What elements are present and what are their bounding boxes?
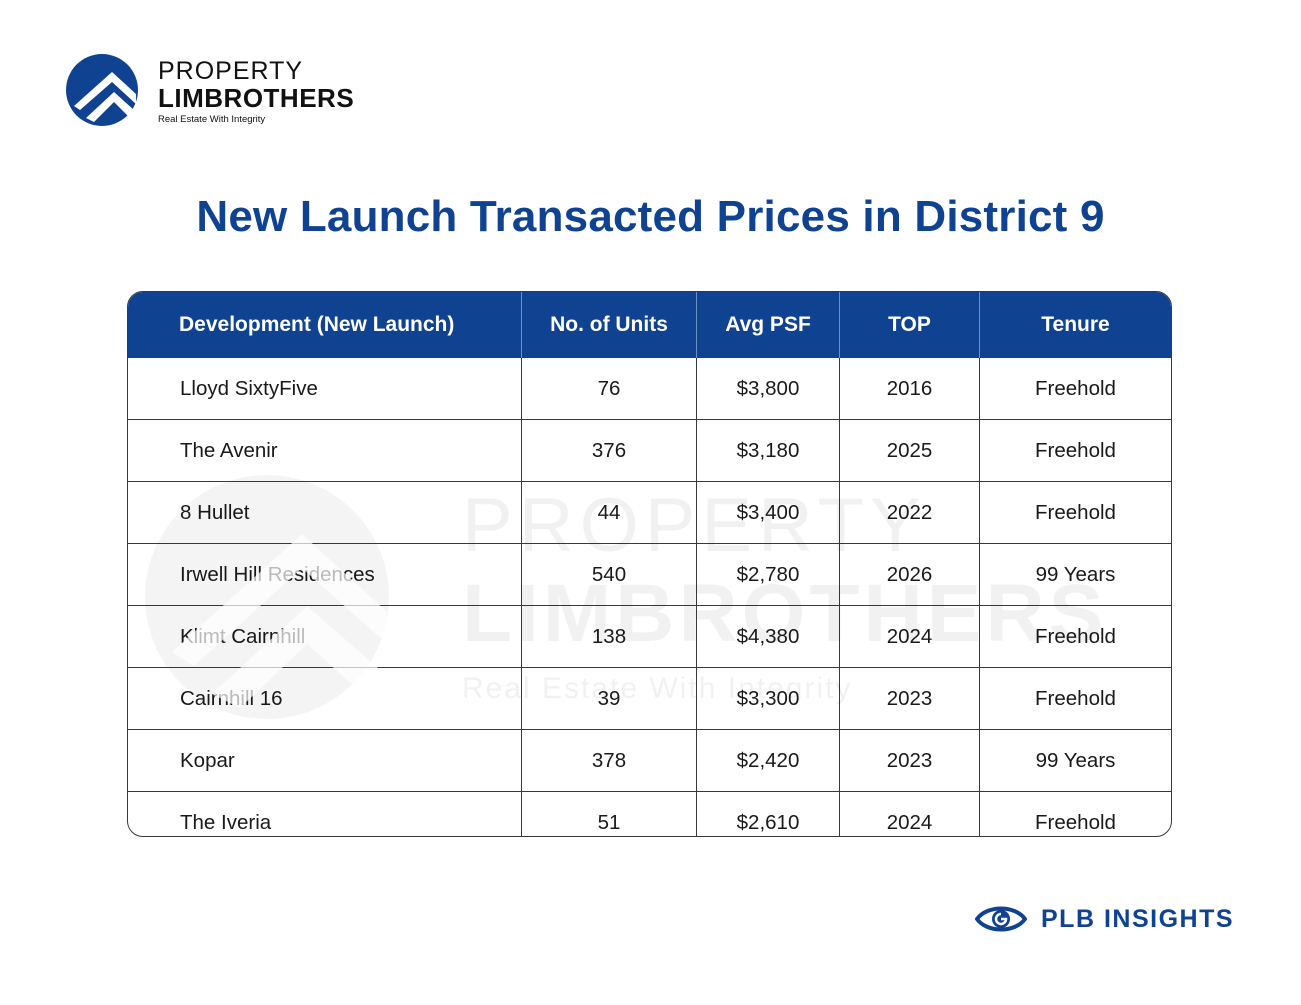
table-row: 8 Hullet 44 $3,400 2022 Freehold xyxy=(128,481,1171,544)
cell-top: 2023 xyxy=(839,667,980,730)
cell-development: Cairnhill 16 xyxy=(128,667,522,730)
cell-tenure: Freehold xyxy=(979,358,1171,420)
cell-development: Kopar xyxy=(128,729,522,792)
cell-development: Irwell Hill Residences xyxy=(128,543,522,606)
plb-insights-brand: PLB INSIGHTS xyxy=(975,900,1245,940)
cell-avg-psf: $4,380 xyxy=(696,605,840,668)
table-header-row: Development (New Launch) No. of Units Av… xyxy=(128,292,1171,358)
brand-line2: LIMBROTHERS xyxy=(158,83,355,113)
eye-icon xyxy=(975,906,1027,932)
cell-avg-psf: $3,300 xyxy=(696,667,840,730)
brand-logo: PROPERTY LIMBROTHERS Real Estate With In… xyxy=(66,54,386,134)
table-row: Klimt Cairnhill 138 $4,380 2024 Freehold xyxy=(128,605,1171,668)
cell-units: 39 xyxy=(521,667,697,730)
cell-development: The Iveria xyxy=(128,791,522,836)
cell-units: 44 xyxy=(521,481,697,544)
cell-development: 8 Hullet xyxy=(128,481,522,544)
cell-avg-psf: $3,180 xyxy=(696,419,840,482)
cell-units: 376 xyxy=(521,419,697,482)
cell-tenure: Freehold xyxy=(979,791,1171,836)
cell-top: 2022 xyxy=(839,481,980,544)
cell-units: 76 xyxy=(521,358,697,420)
brand-wordmark: PROPERTY LIMBROTHERS Real Estate With In… xyxy=(158,58,354,125)
cell-top: 2025 xyxy=(839,419,980,482)
cell-top: 2016 xyxy=(839,358,980,420)
cell-avg-psf: $2,780 xyxy=(696,543,840,606)
table-row: Irwell Hill Residences 540 $2,780 2026 9… xyxy=(128,543,1171,606)
cell-units: 540 xyxy=(521,543,697,606)
brand-tagline: Real Estate With Integrity xyxy=(158,114,266,125)
cell-tenure: Freehold xyxy=(979,419,1171,482)
cell-tenure: Freehold xyxy=(979,481,1171,544)
table-row: Kopar 378 $2,420 2023 99 Years xyxy=(128,729,1171,792)
cell-top: 2023 xyxy=(839,729,980,792)
cell-tenure: 99 Years xyxy=(979,543,1171,606)
cell-development: Lloyd SixtyFive xyxy=(180,376,318,400)
cell-tenure: Freehold xyxy=(979,605,1171,668)
house-logo-icon xyxy=(66,54,138,126)
table-row: Cairnhill 16 39 $3,300 2023 Freehold xyxy=(128,667,1171,730)
cell-avg-psf: $2,420 xyxy=(696,729,840,792)
price-table: Development (New Launch) No. of Units Av… xyxy=(127,291,1172,837)
cell-top: 2024 xyxy=(839,791,980,836)
cell-avg-psf: $2,610 xyxy=(696,791,840,836)
cell-units: 51 xyxy=(521,791,697,836)
table-row: The Iveria 51 $2,610 2024 Freehold xyxy=(128,791,1171,836)
cell-tenure: 99 Years xyxy=(979,729,1171,792)
brand-line1: PROPERTY xyxy=(158,57,304,85)
cell-avg-psf: $3,400 xyxy=(696,481,840,544)
cell-tenure: Freehold xyxy=(979,667,1171,730)
table-row: Lloyd SixtyFive 76 $3,800 2016 Freehold xyxy=(128,358,1171,420)
cell-units: 138 xyxy=(521,605,697,668)
header-units: No. of Units xyxy=(521,292,697,358)
header-avg-psf: Avg PSF xyxy=(696,292,840,358)
cell-units: 378 xyxy=(521,729,697,792)
page-title: New Launch Transacted Prices in District… xyxy=(196,192,1105,241)
footer-brand-label: PLB INSIGHTS xyxy=(1041,905,1235,933)
header-development: Development (New Launch) xyxy=(128,292,522,358)
cell-development: The Avenir xyxy=(128,419,522,482)
header-top: TOP xyxy=(839,292,980,358)
cell-avg-psf: $3,800 xyxy=(696,358,840,420)
cell-development: Klimt Cairnhill xyxy=(128,605,522,668)
cell-top: 2026 xyxy=(839,543,980,606)
header-tenure: Tenure xyxy=(979,292,1171,358)
cell-top: 2024 xyxy=(839,605,980,668)
table-row: The Avenir 376 $3,180 2025 Freehold xyxy=(128,419,1171,482)
